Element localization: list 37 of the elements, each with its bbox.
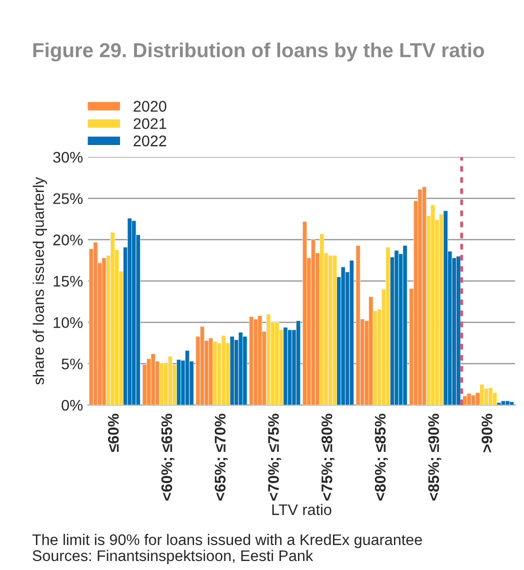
y-tick-label: 10% bbox=[54, 317, 83, 328]
bar bbox=[230, 336, 234, 405]
y-tick-label: 0% bbox=[62, 400, 83, 411]
y-tick-label: 25% bbox=[53, 193, 83, 204]
legend-label: 2021 bbox=[134, 118, 166, 130]
legend-label: 2022 bbox=[134, 136, 166, 146]
x-tick-label: <80%; ≤85% bbox=[374, 414, 388, 500]
x-tick-label: ≤60% bbox=[108, 414, 119, 452]
y-axis-title: share of loans issued quarterly bbox=[32, 176, 48, 385]
bar bbox=[159, 362, 164, 405]
bar bbox=[283, 327, 288, 405]
y-tick-label: 30% bbox=[53, 152, 83, 163]
y-tick-label: 5% bbox=[62, 358, 83, 370]
x-tick-label: <75%; ≤80% bbox=[321, 414, 335, 500]
bar bbox=[466, 393, 472, 405]
chart-title: Figure 29. Distribution of loans by the LTV ratio bbox=[33, 42, 484, 62]
y-tick-label: 20% bbox=[53, 234, 83, 246]
x-tick-label: <65%; ≤70% bbox=[214, 414, 228, 500]
x-tick-label: <85%; ≤90% bbox=[428, 414, 442, 500]
bar bbox=[394, 250, 399, 405]
bar bbox=[212, 341, 218, 405]
bar bbox=[221, 335, 226, 405]
bar bbox=[102, 258, 106, 405]
bar bbox=[509, 401, 514, 405]
legend-label: 2020 bbox=[134, 100, 166, 112]
text: The limit is 90% for loans issued with a KredEx guarantee bbox=[32, 534, 422, 548]
source-note: Sources: Finantsinspektsioon, Eesti Pank bbox=[32, 550, 314, 564]
bar bbox=[418, 189, 422, 405]
x-tick-label: <70%; ≤75% bbox=[268, 414, 282, 500]
x-tick-label: >90% bbox=[482, 414, 492, 452]
x-axis-title: LTV ratio bbox=[272, 504, 332, 516]
bar bbox=[340, 266, 346, 405]
y-tick-label: 15% bbox=[54, 276, 83, 287]
x-tick-label: <60%; ≤65% bbox=[161, 414, 174, 500]
bar bbox=[484, 388, 489, 405]
bar bbox=[168, 356, 173, 405]
bar bbox=[332, 255, 337, 405]
